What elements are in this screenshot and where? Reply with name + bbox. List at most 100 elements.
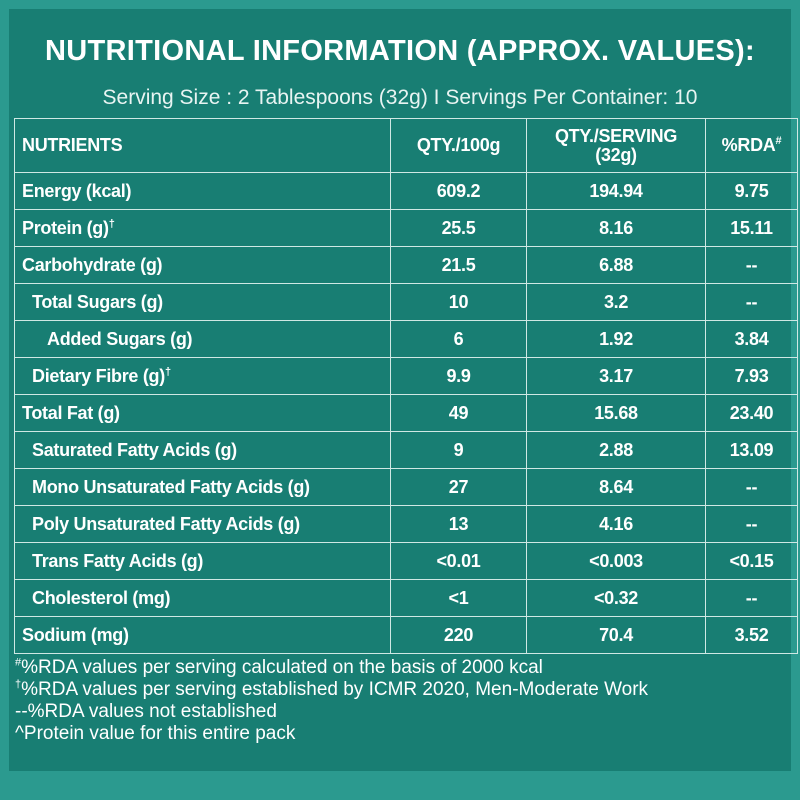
qty-100g-value: 220	[390, 616, 527, 654]
qty-serving-value: 1.92	[526, 320, 706, 358]
nutrient-name-text: Protein (g)	[22, 217, 109, 238]
nutrient-name: Total Fat (g)	[14, 394, 391, 432]
qty-100g-value: 27	[390, 468, 527, 506]
footnote: ^Protein value for this entire pack	[15, 723, 785, 745]
footnote-mark: †	[15, 678, 22, 691]
qty-serving-value: 3.2	[526, 283, 706, 321]
table-row: Total Fat (g) 49 15.68 23.40	[14, 394, 798, 432]
table-row: Trans Fatty Acids (g) <0.01 <0.003 <0.15	[14, 542, 798, 580]
nutrient-name: Saturated Fatty Acids (g)	[14, 431, 391, 469]
table-row: Protein (g)† 25.5 8.16 15.11	[14, 209, 798, 247]
table-row: Energy (kcal) 609.2 194.94 9.75	[14, 172, 798, 210]
nutrient-name: Cholesterol (mg)	[14, 579, 391, 617]
nutrient-name: Trans Fatty Acids (g)	[14, 542, 391, 580]
nutrient-name: Total Sugars (g)	[14, 283, 391, 321]
qty-serving-value: 15.68	[526, 394, 706, 432]
header-qty-serving-line2: (32g)	[595, 144, 637, 165]
qty-serving-value: 2.88	[526, 431, 706, 469]
table-row: Added Sugars (g) 6 1.92 3.84	[14, 320, 798, 358]
header-nutrients: NUTRIENTS	[14, 118, 391, 173]
nutrient-name-text: Sodium (mg)	[22, 624, 129, 645]
qty-serving-value: 4.16	[526, 505, 706, 543]
nutrient-mark: †	[164, 365, 171, 378]
qty-serving-value: <0.32	[526, 579, 706, 617]
nutrient-name: Energy (kcal)	[14, 172, 391, 210]
nutrient-name: Added Sugars (g)	[14, 320, 391, 358]
header-rda-label: %RDA	[721, 135, 776, 155]
nutrient-name-text: Trans Fatty Acids (g)	[32, 550, 204, 571]
rda-value: 7.93	[705, 357, 798, 395]
nutrient-name-text: Total Fat (g)	[22, 402, 120, 423]
nutrient-name-text: Poly Unsaturated Fatty Acids (g)	[32, 513, 300, 534]
footnote: --%RDA values not established	[15, 701, 785, 723]
nutrient-name-text: Carbohydrate (g)	[22, 254, 163, 275]
nutrient-name: Mono Unsaturated Fatty Acids (g)	[14, 468, 391, 506]
qty-100g-value: <0.01	[390, 542, 527, 580]
nutrient-name-text: Added Sugars (g)	[47, 328, 193, 349]
nutrient-name-text: Total Sugars (g)	[32, 291, 163, 312]
table-body: Energy (kcal) 609.2 194.94 9.75 Protein (g)†…	[14, 172, 798, 654]
table-row: Carbohydrate (g) 21.5 6.88 --	[14, 246, 798, 284]
nutrient-name: Carbohydrate (g)	[14, 246, 391, 284]
qty-serving-value: 8.64	[526, 468, 706, 506]
qty-serving-value: <0.003	[526, 542, 706, 580]
qty-serving-value: 6.88	[526, 246, 706, 284]
rda-value: 3.84	[705, 320, 798, 358]
qty-serving-value: 3.17	[526, 357, 706, 395]
nutrient-name: Sodium (mg)	[14, 616, 391, 654]
nutrient-name: Protein (g)†	[14, 209, 391, 247]
qty-serving-value: 8.16	[526, 209, 706, 247]
header-qty-serving-line1: QTY./SERVING	[554, 125, 678, 146]
qty-100g-value: 609.2	[390, 172, 527, 210]
rda-value: <0.15	[705, 542, 798, 580]
nutrition-table: NUTRIENTS QTY./100g QTY./SERVING (32g) %…	[14, 118, 798, 654]
qty-100g-value: 10	[390, 283, 527, 321]
footnote: #%RDA values per serving calculated on t…	[15, 657, 785, 679]
footnotes: #%RDA values per serving calculated on t…	[15, 657, 785, 745]
qty-100g-value: <1	[390, 579, 527, 617]
qty-100g-value: 9.9	[390, 357, 527, 395]
table-row: Mono Unsaturated Fatty Acids (g) 27 8.64 --	[14, 468, 798, 506]
table-row: Saturated Fatty Acids (g) 9 2.88 13.09	[14, 431, 798, 469]
header-qty-100g: QTY./100g	[390, 118, 527, 173]
header-rda-mark: #	[775, 135, 782, 147]
qty-100g-value: 6	[390, 320, 527, 358]
nutrient-name-text: Energy (kcal)	[22, 180, 132, 201]
qty-100g-value: 25.5	[390, 209, 527, 247]
footnote-text: ^Protein value for this entire pack	[15, 723, 296, 744]
rda-value: --	[705, 505, 798, 543]
serving-info: Serving Size : 2 Tablespoons (32g) I Ser…	[102, 86, 698, 109]
rda-value: 13.09	[705, 431, 798, 469]
table-row: Cholesterol (mg) <1 <0.32 --	[14, 579, 798, 617]
table-row: Poly Unsaturated Fatty Acids (g) 13 4.16 --	[14, 505, 798, 543]
nutrient-name: Dietary Fibre (g)†	[14, 357, 391, 395]
qty-100g-value: 9	[390, 431, 527, 469]
rda-value: --	[705, 283, 798, 321]
table-row: Total Sugars (g) 10 3.2 --	[14, 283, 798, 321]
qty-100g-value: 13	[390, 505, 527, 543]
footnote-text: %RDA values per serving established by I…	[21, 679, 649, 700]
nutrient-name: Poly Unsaturated Fatty Acids (g)	[14, 505, 391, 543]
header-rda: %RDA#	[705, 118, 798, 173]
table-row: Dietary Fibre (g)† 9.9 3.17 7.93	[14, 357, 798, 395]
page-title: NUTRITIONAL INFORMATION (APPROX. VALUES)…	[45, 35, 755, 67]
rda-value: --	[705, 468, 798, 506]
nutrient-mark: †	[108, 217, 115, 230]
qty-100g-value: 49	[390, 394, 527, 432]
nutrient-name-text: Dietary Fibre (g)	[32, 365, 165, 386]
table-header-row: NUTRIENTS QTY./100g QTY./SERVING (32g) %…	[14, 118, 798, 173]
rda-value: 3.52	[705, 616, 798, 654]
footnote: †%RDA values per serving established by …	[15, 679, 785, 701]
rda-value: --	[705, 579, 798, 617]
qty-serving-value: 70.4	[526, 616, 706, 654]
rda-value: 15.11	[705, 209, 798, 247]
nutrient-name-text: Cholesterol (mg)	[32, 587, 171, 608]
footnote-mark: #	[15, 656, 22, 669]
rda-value: --	[705, 246, 798, 284]
header-qty-serving: QTY./SERVING (32g)	[526, 118, 706, 173]
rda-value: 9.75	[705, 172, 798, 210]
rda-value: 23.40	[705, 394, 798, 432]
footnote-text: %RDA values per serving calculated on th…	[21, 657, 543, 678]
footnote-text: --%RDA values not established	[15, 701, 277, 722]
qty-100g-value: 21.5	[390, 246, 527, 284]
